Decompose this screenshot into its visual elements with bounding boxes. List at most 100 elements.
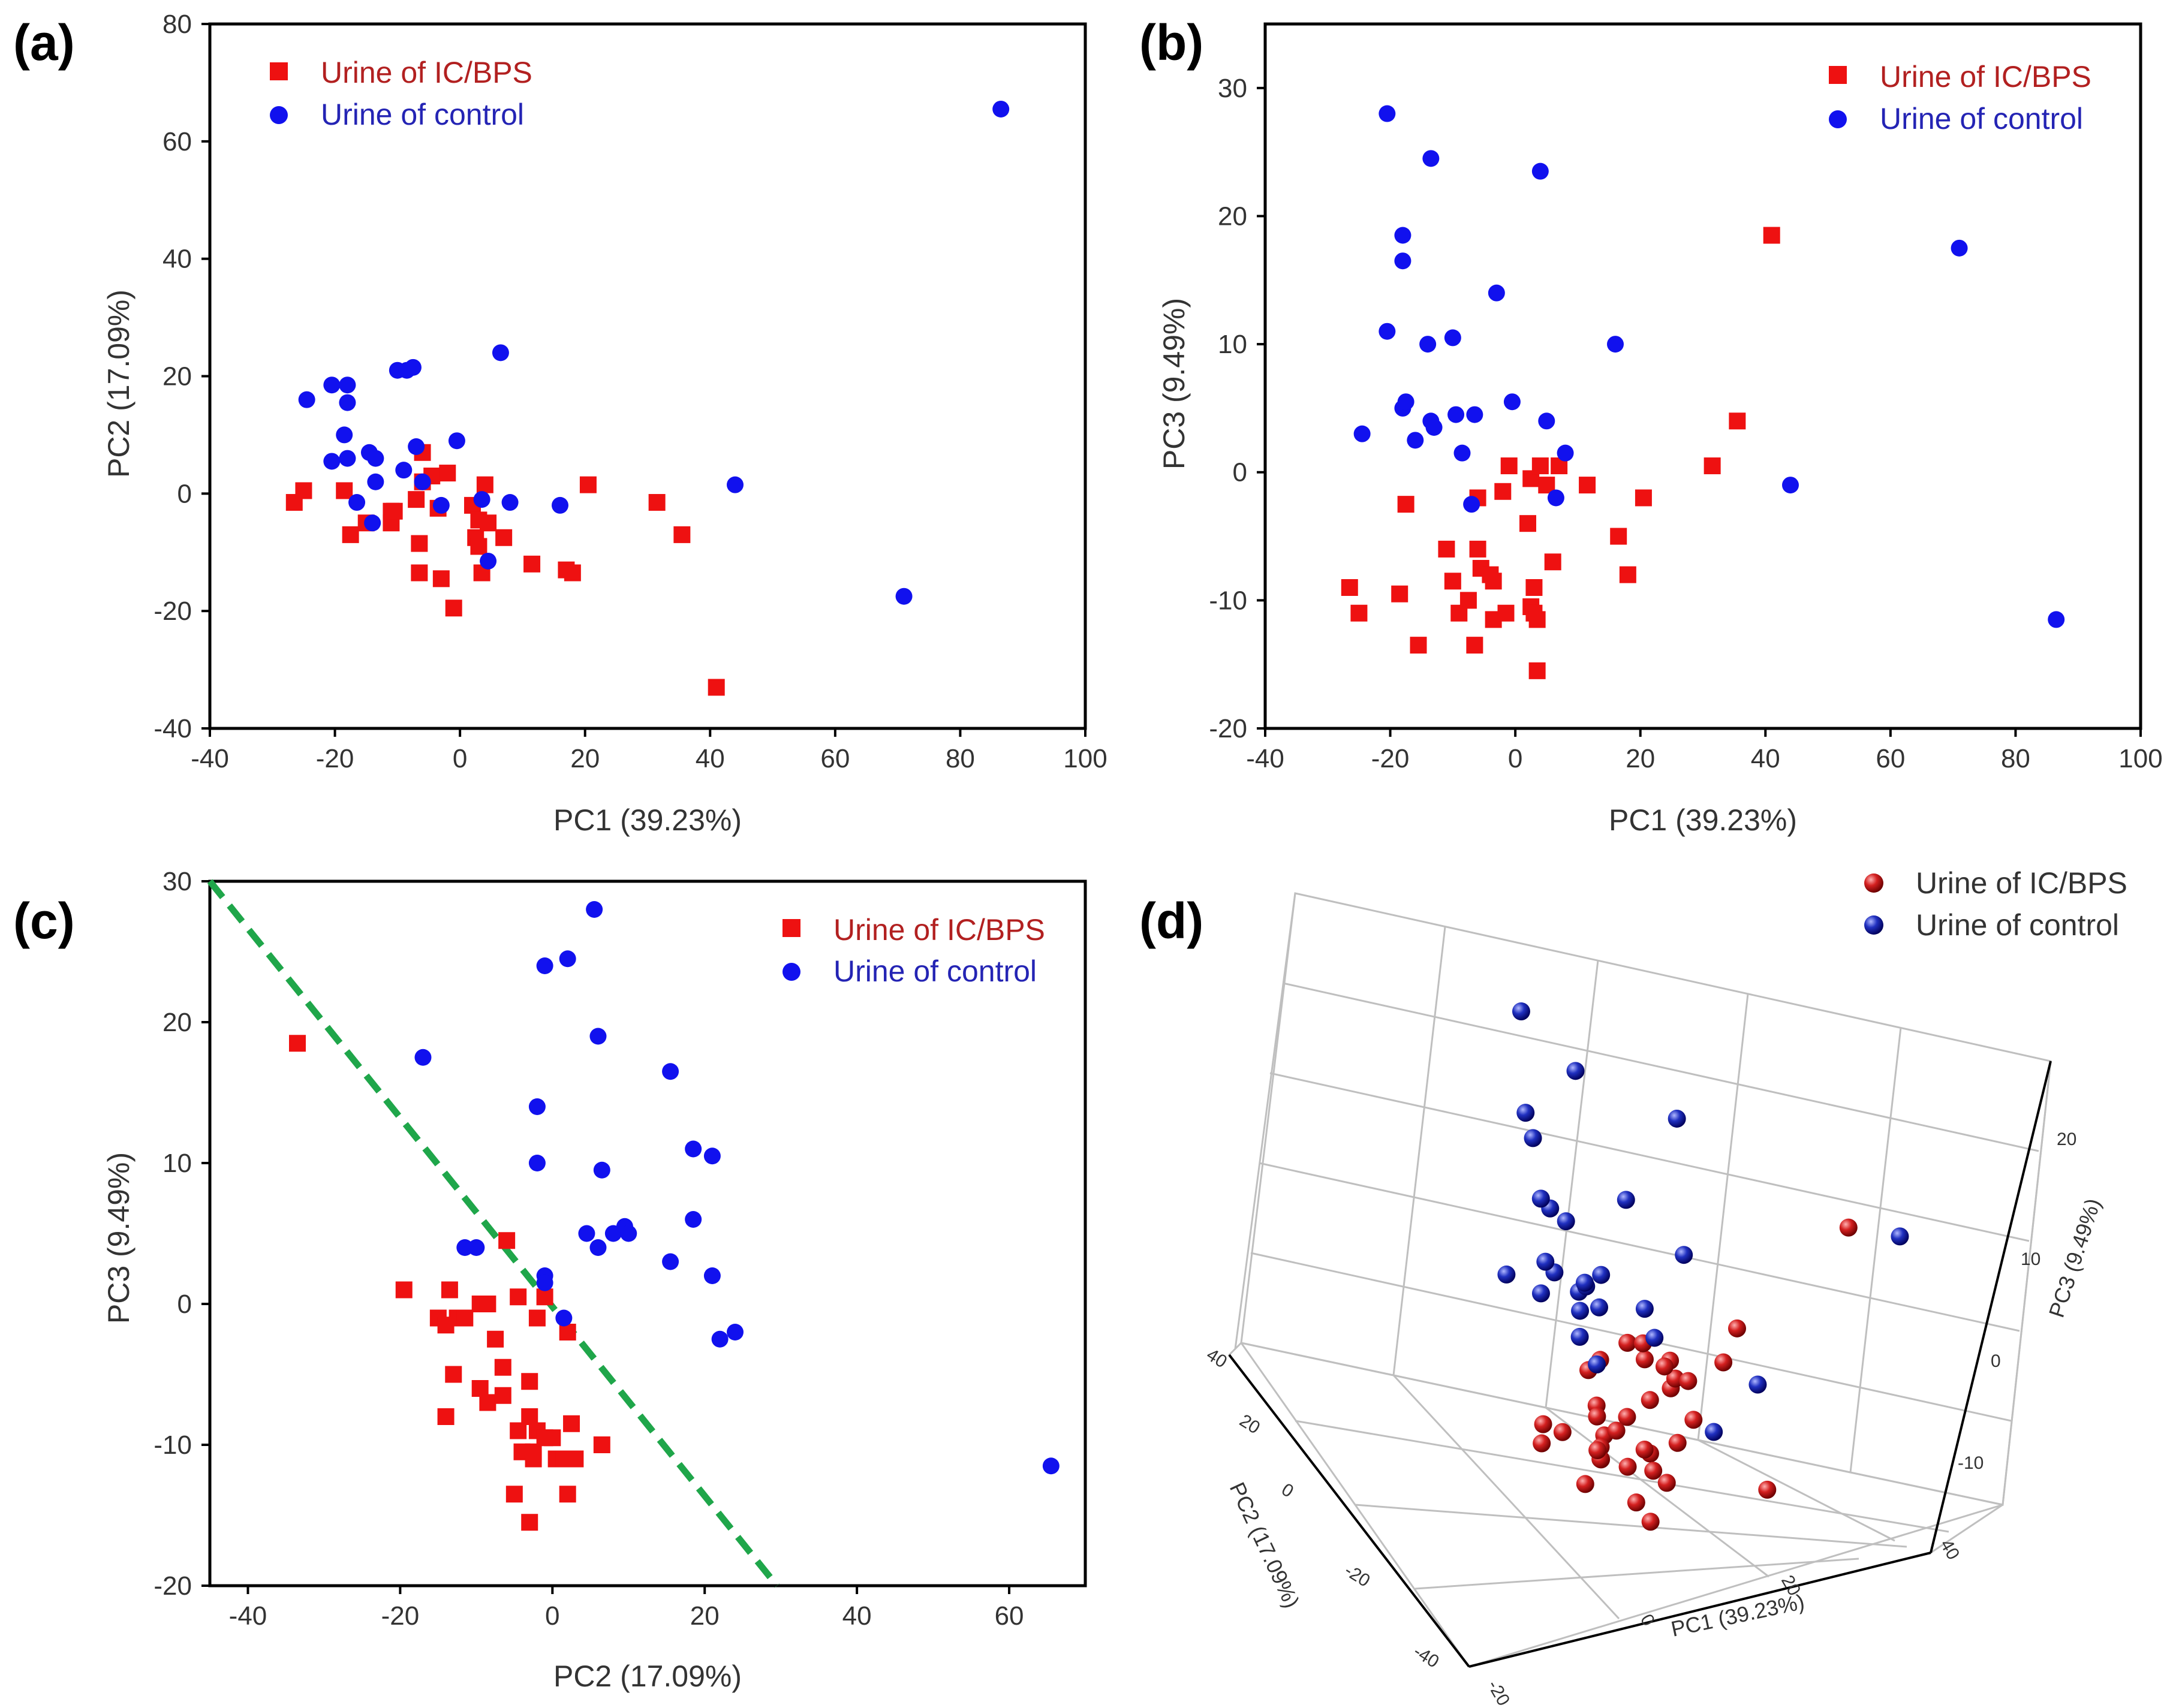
ic-bps-point <box>1341 579 1358 596</box>
control-point <box>348 494 366 511</box>
ic-bps-point <box>1410 637 1427 654</box>
ic-bps-point <box>1391 585 1408 603</box>
control-point <box>501 494 519 511</box>
x-tick-label: 100 <box>2118 744 2162 773</box>
control-point <box>364 514 381 532</box>
control-point <box>1379 323 1396 340</box>
pc3-tick: -10 <box>1958 1453 1984 1473</box>
control-point <box>367 473 384 490</box>
ic-bps-sphere <box>1644 1462 1663 1480</box>
ic-bps-point <box>525 1450 542 1468</box>
ic-bps-point <box>1525 579 1543 596</box>
y-tick-label: 0 <box>177 1290 192 1319</box>
ic-bps-sphere <box>1588 1441 1607 1459</box>
x-tick-label: -40 <box>1246 744 1284 773</box>
panel-c-label: (c) <box>13 893 75 949</box>
control-sphere <box>1536 1252 1555 1271</box>
ic-bps-point <box>471 1380 489 1397</box>
ic-bps-point <box>494 1358 511 1376</box>
panel-b-legend: Urine of IC/BPS Urine of control <box>1829 60 2091 135</box>
control-point <box>711 1330 729 1348</box>
control-point <box>536 957 553 974</box>
y-tick-label: -20 <box>154 1571 192 1601</box>
control-sphere <box>1557 1212 1575 1231</box>
y-tick-label: 20 <box>162 1008 192 1037</box>
pc1-tick: -20 <box>1483 1677 1513 1708</box>
grid-line <box>1234 893 1296 1349</box>
ic-bps-point <box>386 502 403 520</box>
pc3-axis <box>1930 1061 2052 1553</box>
control-point <box>1394 227 1411 244</box>
ic-bps-point <box>445 600 462 617</box>
ic-bps-sphere <box>1641 1391 1659 1409</box>
ic-bps-point <box>441 1281 458 1299</box>
ic-bps-point <box>1485 573 1502 590</box>
ic-bps-point <box>544 1429 561 1447</box>
y-tick-label: 80 <box>162 10 192 39</box>
ic-bps-sphere <box>1655 1357 1674 1376</box>
control-point <box>468 1239 485 1256</box>
panel-b-legend-ic: Urine of IC/BPS <box>1880 60 2091 94</box>
ic-bps-point <box>521 1408 538 1425</box>
control-sphere <box>1566 1062 1585 1080</box>
ic-bps-point <box>510 1422 527 1439</box>
panel-d-xlabel: PC1 (39.23%) <box>1669 1589 1807 1641</box>
pc3-tick: 20 <box>2057 1129 2076 1149</box>
control-point <box>1394 252 1411 270</box>
panel-d-legend: Urine of IC/BPS Urine of control <box>1864 866 2127 942</box>
ic-bps-point <box>528 1309 546 1327</box>
control-point <box>323 453 341 470</box>
control-point <box>1419 336 1437 353</box>
x-tick-label: -20 <box>1371 744 1410 773</box>
ic-bps-point <box>1438 540 1455 558</box>
ic-bps-point <box>479 1296 496 1312</box>
y-tick-label: 30 <box>1218 74 1247 103</box>
panel-a: (a) -40 -20 0 20 40 60 80 100 -40 -20 0 20 40 60 80 PC… <box>13 10 1107 837</box>
ic-bps-sphere <box>1728 1319 1746 1338</box>
ic-bps-sphere <box>1714 1353 1733 1372</box>
pc1-tick: 40 <box>1936 1536 1963 1563</box>
ic-bps-point <box>456 1309 474 1327</box>
control-sphere <box>1571 1302 1590 1320</box>
ic-bps-point <box>479 1394 496 1411</box>
control-point <box>1397 393 1414 411</box>
ic-bps-point <box>480 514 497 532</box>
grid-line <box>1355 1504 1907 1548</box>
control-point <box>593 1161 610 1179</box>
ic-bps-point <box>505 1486 523 1503</box>
control-point <box>1425 418 1443 436</box>
ic-bps-point <box>439 465 456 482</box>
panel-d-plot <box>1497 1002 1909 1531</box>
y-tick-label: 10 <box>1218 330 1247 359</box>
control-sphere <box>1531 1284 1550 1303</box>
x-tick-label: 40 <box>842 1601 872 1631</box>
control-point <box>578 1225 595 1242</box>
y-tick-label: -20 <box>1209 714 1247 743</box>
ic-bps-point <box>432 570 450 588</box>
control-sphere <box>1668 1109 1686 1128</box>
control-point <box>662 1253 679 1270</box>
ic-bps-sphere <box>1627 1493 1645 1512</box>
pc2-tick: 0 <box>1278 1480 1297 1502</box>
x-tick-label: 60 <box>1876 744 1905 773</box>
control-point <box>1447 406 1465 423</box>
control-sphere <box>1635 1300 1654 1318</box>
control-sphere <box>1645 1329 1664 1347</box>
y-tick-label: -10 <box>1209 586 1247 615</box>
panel-b-xlabel: PC1 (39.23%) <box>1609 803 1797 837</box>
y-tick-label: -10 <box>154 1430 192 1460</box>
control-point <box>339 394 356 411</box>
legend-square-marker <box>782 919 800 937</box>
control-point <box>298 391 315 408</box>
control-point <box>555 1309 573 1327</box>
ic-bps-point <box>1610 528 1627 545</box>
ic-bps-sphere <box>1657 1474 1676 1492</box>
ic-bps-point <box>1531 457 1549 475</box>
y-tick-label: 40 <box>162 245 192 274</box>
legend-sphere-marker <box>1864 873 1883 893</box>
control-point <box>559 950 576 968</box>
pc2-tick: -20 <box>1341 1561 1373 1591</box>
grid-line <box>1545 960 1599 1408</box>
legend-sphere-marker <box>1864 915 1883 935</box>
